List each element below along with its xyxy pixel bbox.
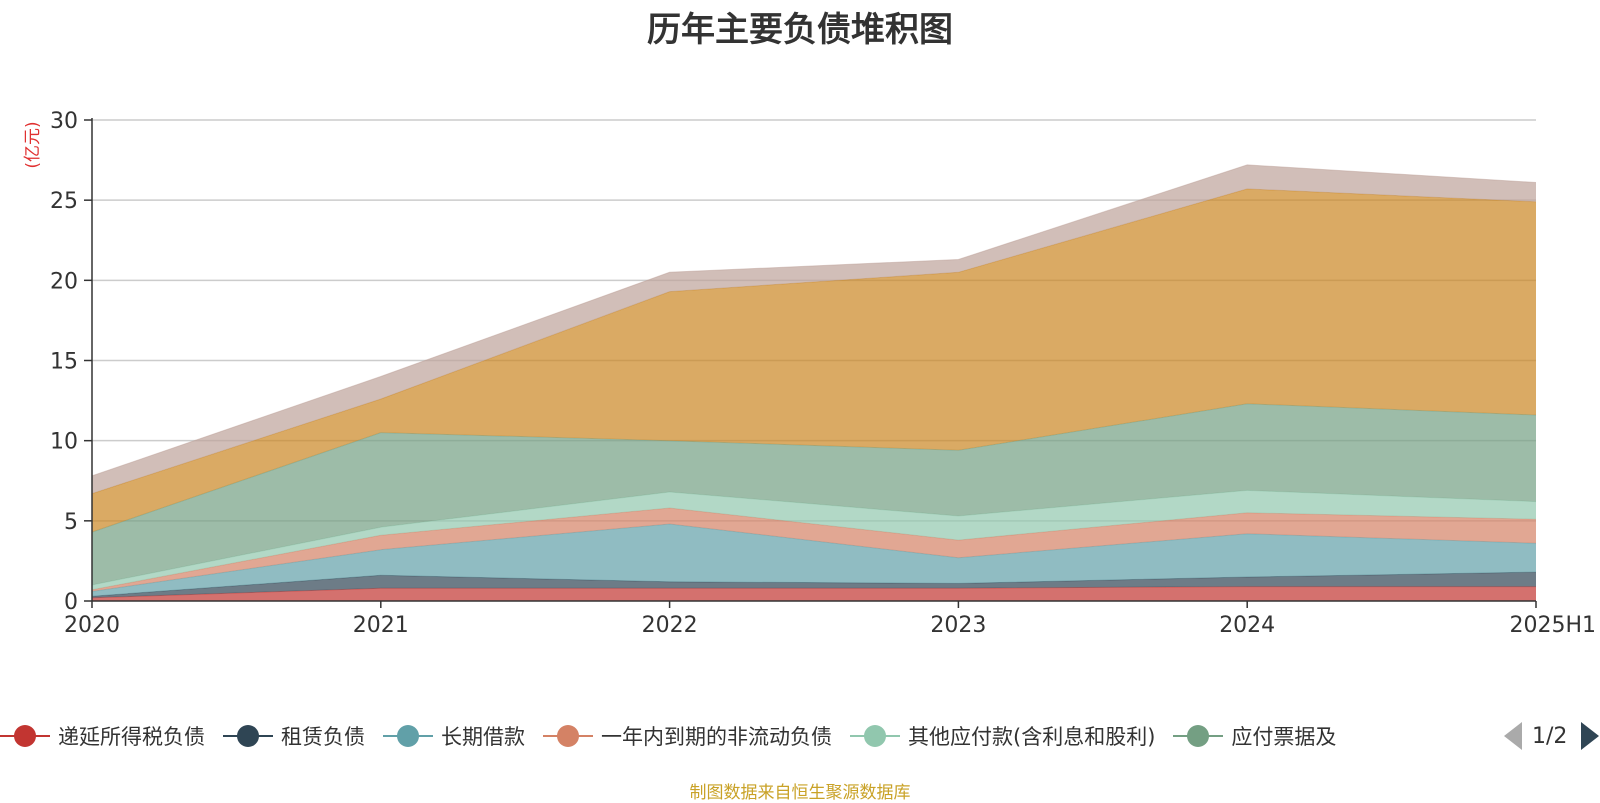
x-tick-label: 2020: [64, 613, 120, 638]
legend-label: 长期借款: [441, 725, 525, 749]
area-series-7: [92, 188, 1536, 533]
legend-marker-icon: [223, 725, 273, 747]
y-tick-label: 0: [64, 590, 78, 615]
legend-marker-icon: [1173, 725, 1224, 747]
legend-item[interactable]: 租赁负债: [223, 721, 365, 751]
y-tick-label: 25: [50, 189, 78, 214]
area-series-5: [92, 490, 1536, 590]
x-tick-label: 2021: [353, 613, 409, 638]
x-tick-label: 2022: [642, 613, 698, 638]
y-tick-label: 20: [50, 269, 78, 294]
area-series-1: [92, 586, 1536, 601]
data-source-note: 制图数据来自恒生聚源数据库: [689, 783, 911, 803]
legend-item[interactable]: 其他应付款(含利息和股利): [850, 721, 1155, 751]
legend-label: 其他应付款(含利息和股利): [908, 725, 1156, 749]
legend-item[interactable]: 递延所得税负债: [0, 721, 205, 751]
area-series-3: [92, 524, 1536, 597]
legend-next-icon[interactable]: [1581, 722, 1600, 750]
legend-label: 租赁负债: [281, 725, 365, 749]
legend-pager: 1/2: [1500, 718, 1600, 754]
y-tick-label: 10: [50, 430, 78, 455]
legend-label: 应付票据及: [1231, 725, 1337, 749]
legend-marker-icon: [850, 725, 900, 747]
legend-item[interactable]: 一年内到期的非流动负债: [543, 721, 832, 751]
legend: 递延所得税负债 租赁负债 长期借款 一年内到期的非流动负债 其他应付款(含利息和股利) 应…: [0, 718, 1354, 754]
legend-marker-icon: [543, 725, 593, 747]
y-tick-label: 30: [50, 109, 78, 134]
legend-marker-icon: [383, 725, 433, 747]
x-tick-label: 2023: [930, 613, 986, 638]
legend-item[interactable]: 应付票据及: [1173, 721, 1336, 751]
chart-title: 历年主要负债堆积图: [647, 10, 953, 50]
legend-label: 递延所得税负债: [58, 725, 205, 749]
area-series-2: [92, 572, 1536, 598]
y-tick-label: 5: [64, 510, 78, 535]
legend-prev-icon[interactable]: [1504, 722, 1522, 750]
y-axis-label: (亿元): [23, 121, 43, 168]
legend-marker-icon: [0, 725, 50, 747]
area-series-6: [92, 403, 1536, 585]
y-tick-label: 15: [50, 350, 78, 375]
x-tick-label: 2025H1: [1509, 613, 1596, 638]
legend-item[interactable]: 长期借款: [383, 721, 525, 751]
legend-page-indicator: 1/2: [1532, 723, 1568, 749]
series-line-8: [91, 164, 1537, 477]
x-tick-label: 2024: [1219, 613, 1275, 638]
legend-label: 一年内到期的非流动负债: [601, 725, 832, 749]
